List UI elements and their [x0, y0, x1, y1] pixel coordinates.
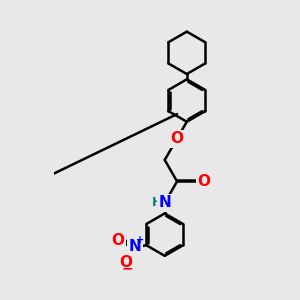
Text: N: N [158, 195, 171, 210]
Text: O: O [119, 254, 132, 269]
Text: N: N [129, 239, 142, 254]
Text: −: − [122, 262, 133, 275]
Text: O: O [171, 131, 184, 146]
Text: H: H [152, 196, 163, 209]
Text: O: O [197, 174, 210, 189]
Text: O: O [111, 233, 124, 248]
Text: +: + [136, 235, 144, 245]
